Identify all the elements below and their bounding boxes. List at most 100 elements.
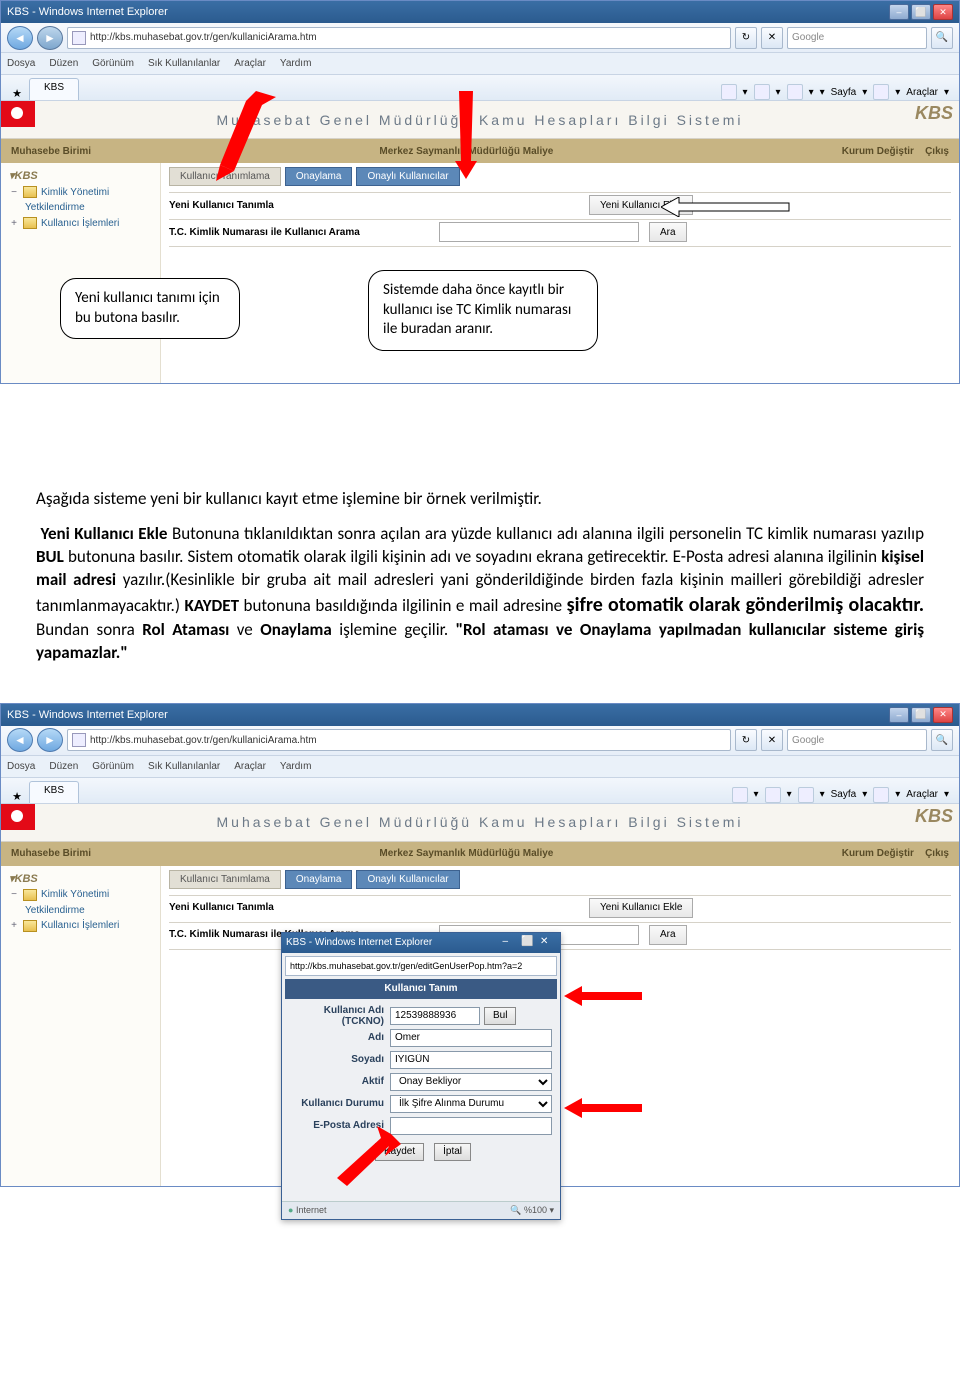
menu-item[interactable]: Araçlar [234,761,266,772]
refresh-button[interactable]: ↻ [735,27,757,49]
print-icon[interactable] [798,787,814,803]
feed-icon[interactable] [754,84,770,100]
close-icon[interactable]: ✕ [933,4,953,20]
folder-icon [23,920,37,932]
popup-form: Kullanıcı Adı (TCKNO) Bul Adı Soyadı Akt… [282,999,560,1165]
toolbar-page[interactable]: Sayfa [831,87,857,98]
org-switch-link[interactable]: Kurum Değiştir [842,848,914,859]
menu-item[interactable]: Dosya [7,58,35,69]
new-user-button[interactable]: Yeni Kullanıcı Ekle [589,898,693,918]
menu-item[interactable]: Düzen [49,58,78,69]
row2-label: T.C. Kimlik Numarası ile Kullanıcı Arama [169,227,429,238]
search-go-button[interactable]: 🔍 [931,27,953,49]
close-icon[interactable]: ✕ [933,707,953,723]
tools-icon[interactable] [873,787,889,803]
bul-button[interactable]: Bul [484,1007,516,1025]
folder-icon [23,889,37,901]
sidebar-item-yetkilendirme[interactable]: Yetkilendirme [5,200,156,215]
menu-item[interactable]: Görünüm [92,761,134,772]
address-bar-2[interactable]: http://kbs.muhasebat.gov.tr/gen/kullanic… [67,729,731,751]
screenshot-2: KBS - Windows Internet Explorer – ⬜ ✕ ◄ … [0,703,960,1187]
sidebar-folder-kimlik[interactable]: −Kimlik Yönetimi [5,887,156,903]
red-arrow-kaydet [331,1126,401,1186]
url-text: http://kbs.muhasebat.gov.tr/gen/kullanic… [90,32,317,43]
popup-row-durum: Kullanıcı Durumu İlk Şifre Alınma Durumu [290,1093,552,1115]
back-button[interactable]: ◄ [7,26,33,50]
favorites-icon[interactable]: ★ [12,87,22,100]
home-icon[interactable] [721,84,737,100]
page-icon [72,733,86,747]
maximize-icon[interactable]: ⬜ [911,4,931,20]
adi-input[interactable] [390,1029,552,1047]
forward-button[interactable]: ► [37,728,63,752]
address-bar[interactable]: http://kbs.muhasebat.gov.tr/gen/kullanic… [67,27,731,49]
menu-item[interactable]: Düzen [49,761,78,772]
window-buttons-2: – ⬜ ✕ [889,707,953,723]
tab-onayli-kullanicilar[interactable]: Onaylı Kullanıcılar [356,870,459,889]
browser-menubar-2: Dosya Düzen Görünüm Sık Kullanılanlar Ar… [1,756,959,778]
sidebar-item-yetkilendirme[interactable]: Yetkilendirme [5,903,156,918]
menu-item[interactable]: Görünüm [92,58,134,69]
white-arrow [661,197,791,217]
forward-button[interactable]: ► [37,26,63,50]
stop-button[interactable]: ✕ [761,729,783,751]
eposta-input[interactable] [390,1117,552,1135]
app-header-2: Muhasebat Genel Müdürlüğü Kamu Hesapları… [1,804,959,842]
sidebar-root[interactable]: ▾KBS [5,167,156,184]
tab-onaylama[interactable]: Onaylama [285,870,353,889]
favorites-icon[interactable]: ★ [12,790,22,803]
minimize-icon[interactable]: – [502,936,518,950]
popup-header: Kullanıcı Tanım [285,979,557,999]
browser-tabbar-2: ★ KBS ▾ ▾ ▾ Sayfa ▾ ▾ Araçlar ▾ [1,778,959,804]
browser-tab[interactable]: KBS [29,78,79,100]
red-arrow-bul [564,986,644,1006]
search-go-button[interactable]: 🔍 [931,729,953,751]
tckno-input[interactable] [390,1007,480,1025]
menu-item[interactable]: Sık Kullanılanlar [148,761,220,772]
sidebar-2: ▾KBS −Kimlik Yönetimi Yetkilendirme +Kul… [1,866,161,1186]
main-para: Yeni Kullanıcı Ekle Butonuna tıklanıldık… [36,523,924,665]
sidebar-root[interactable]: ▾KBS [5,870,156,887]
sidebar-folder-kullanici[interactable]: +Kullanıcı İşlemleri [5,215,156,231]
popup-addr[interactable]: http://kbs.muhasebat.gov.tr/gen/editGenU… [285,956,557,976]
menu-item[interactable]: Yardım [280,58,312,69]
popup-winbtns: – ⬜ ✕ [502,936,556,950]
search-box-2[interactable]: Google [787,729,927,751]
toolbar-right-2: ▾ ▾ ▾ Sayfa ▾ ▾ Araçlar ▾ [726,787,955,803]
refresh-button[interactable]: ↻ [735,729,757,751]
menu-item[interactable]: Sık Kullanılanlar [148,58,220,69]
stop-button[interactable]: ✕ [761,27,783,49]
tab-onaylama[interactable]: Onaylama [285,167,353,186]
menu-item[interactable]: Araçlar [234,58,266,69]
app-body-2: ▾KBS −Kimlik Yönetimi Yetkilendirme +Kul… [1,866,959,1186]
search-box[interactable]: Google [787,27,927,49]
maximize-icon[interactable]: ⬜ [521,936,537,950]
sidebar-folder-kullanici[interactable]: +Kullanıcı İşlemleri [5,918,156,934]
browser-tab-2[interactable]: KBS [29,781,79,803]
logout-link[interactable]: Çıkış [925,146,949,157]
org-switch-link[interactable]: Kurum Değiştir [842,146,914,157]
aktif-select[interactable]: Onay Bekliyor [390,1073,552,1091]
feed-icon[interactable] [765,787,781,803]
soyadi-input[interactable] [390,1051,552,1069]
tab-kullanici-tanimlama[interactable]: Kullanıcı Tanımlama [169,870,281,889]
maximize-icon[interactable]: ⬜ [911,707,931,723]
popup-titlebar: KBS - Windows Internet Explorer – ⬜ ✕ [282,933,560,953]
minimize-icon[interactable]: – [889,707,909,723]
menu-item[interactable]: Yardım [280,761,312,772]
row1-label: Yeni Kullanıcı Tanımla [169,200,429,211]
durum-select[interactable]: İlk Şifre Alınma Durumu [390,1095,552,1113]
back-button[interactable]: ◄ [7,728,33,752]
iptal-button[interactable]: İptal [434,1143,471,1161]
search-button[interactable]: Ara [649,925,687,945]
popup-row-eposta: E-Posta Adresi [290,1115,552,1137]
toolbar-tools[interactable]: Araçlar [906,87,938,98]
tools-icon[interactable] [873,84,889,100]
sidebar-folder-kimlik[interactable]: −Kimlik Yönetimi [5,184,156,200]
menu-item[interactable]: Dosya [7,761,35,772]
home-icon[interactable] [732,787,748,803]
minimize-icon[interactable]: – [889,4,909,20]
logout-link[interactable]: Çıkış [925,848,949,859]
close-icon[interactable]: ✕ [540,936,556,950]
print-icon[interactable] [787,84,803,100]
